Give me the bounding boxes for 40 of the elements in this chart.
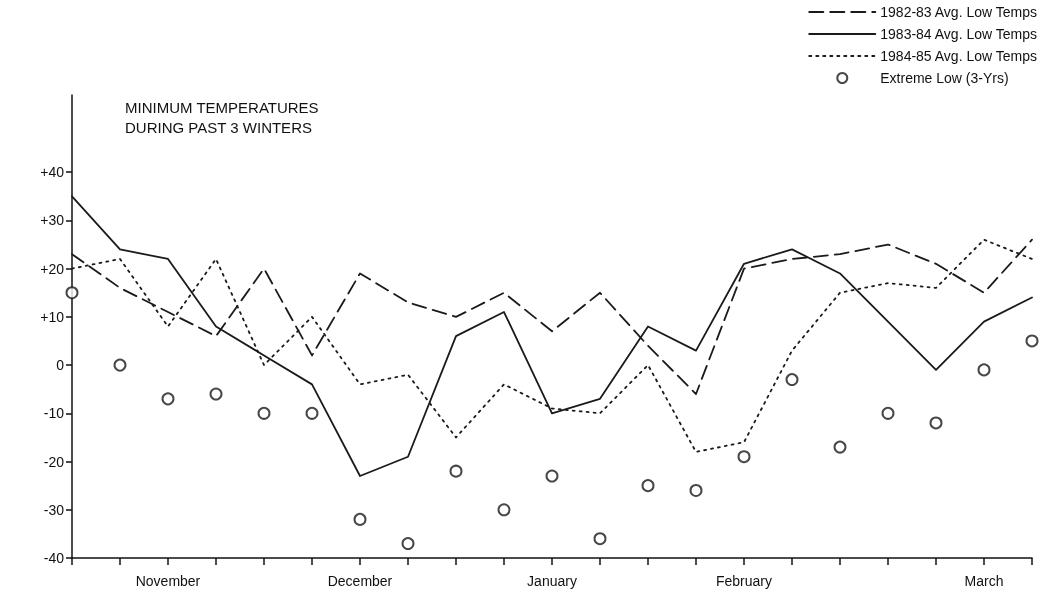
point [497,503,511,517]
point [641,479,655,493]
y-tick-label: +20 [40,260,65,277]
legend-label: 1983-84 Avg. Low Temps [880,26,1037,42]
point [161,392,175,406]
y-tick-label: +30 [40,212,65,229]
point [353,512,367,526]
x-tick-label: November [135,573,201,589]
legend-label: 1982-83 Avg. Low Temps [880,4,1037,20]
point [977,363,991,377]
point [1025,334,1039,348]
y-tick-label: -30 [43,501,65,518]
y-tick-label: -20 [43,453,65,470]
y-tick-label: +40 [40,164,65,181]
point [593,532,607,546]
text: MINIMUM TEMPERATURES DURING PAST 3 WINTERS [125,98,319,136]
y-tick-label: -40 [43,550,65,566]
point [689,483,703,497]
point [209,387,223,401]
x-tick-label: March [964,573,1004,589]
x-tick-label: February [715,573,773,589]
y-tick-label: +10 [40,308,65,325]
point [929,416,943,430]
point [881,406,895,420]
x-tick-label: January [527,573,577,589]
point [785,373,799,387]
y-tick-label: -10 [43,405,65,422]
point [401,537,415,551]
point [737,450,751,464]
point [65,286,79,300]
point [257,406,271,420]
x-tick-label: December [327,573,393,589]
point [449,464,463,478]
point [113,358,127,372]
point [545,469,559,483]
point [305,406,319,420]
legend-label: Extreme Low (3-Yrs) [880,70,1009,86]
point [833,440,847,454]
y-tick-label: 0 [56,357,65,374]
legend-label: 1984-85 Avg. Low Temps [880,48,1037,64]
